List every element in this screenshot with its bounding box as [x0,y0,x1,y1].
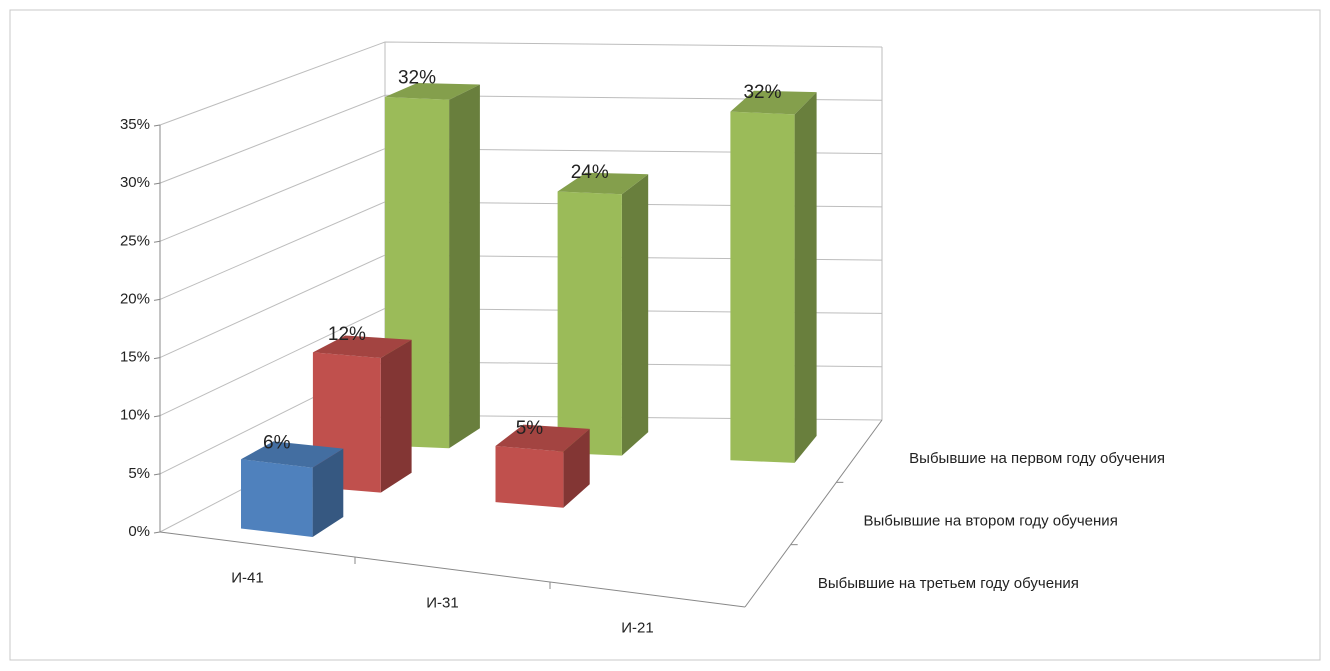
y-tick [153,415,161,418]
bar-top [241,441,344,468]
y-tick [153,240,161,243]
bar-front [730,111,795,463]
bar-side [312,448,344,537]
bar [241,441,344,537]
series-label: Выбывшие на первом году обучения [909,450,1165,467]
value-label: 32% [743,82,781,103]
bar-front [557,191,622,456]
y-tick [153,357,161,360]
y-tick [153,473,161,476]
value-label: 24% [571,162,609,183]
bar-top [312,335,412,358]
y-tick-label: 10% [120,407,150,424]
y-tick [153,124,161,127]
x-axis [159,531,746,608]
bar-top [495,424,590,452]
y-tick-label: 35% [120,116,150,133]
y-tick-label: 25% [120,232,150,249]
bar-side [621,174,649,456]
bar [730,90,817,463]
value-label: 12% [328,324,366,345]
bar-top [384,83,480,100]
bar-top [557,172,649,195]
series-label: Выбывшие на третьем году обучения [818,575,1079,592]
depth-axis [744,419,883,608]
bar-front [241,459,313,537]
y-tick-label: 15% [120,349,150,366]
y-tick-label: 20% [120,290,150,307]
x-tick-label: И-21 [621,619,653,636]
value-label: 32% [398,67,436,88]
chart-frame [9,9,1321,661]
value-label: 6% [263,432,291,453]
value-label: 5% [516,418,544,439]
y-tick [153,298,161,301]
y-tick-label: 0% [128,523,150,540]
bar-side [563,428,590,508]
bar [495,424,590,508]
x-tick-label: И-41 [231,569,263,586]
y-tick [153,182,161,185]
bar-front [495,446,564,508]
bar-side [449,84,480,449]
bar-side [794,92,817,463]
y-tick [153,531,161,534]
series-label: Выбывшие на втором году обучения [864,512,1118,529]
x-tick-label: И-31 [426,594,458,611]
bar [557,172,649,456]
y-tick-label: 5% [128,465,150,482]
bar-top [730,90,817,115]
y-tick-label: 30% [120,174,150,191]
bar-side [380,339,412,493]
